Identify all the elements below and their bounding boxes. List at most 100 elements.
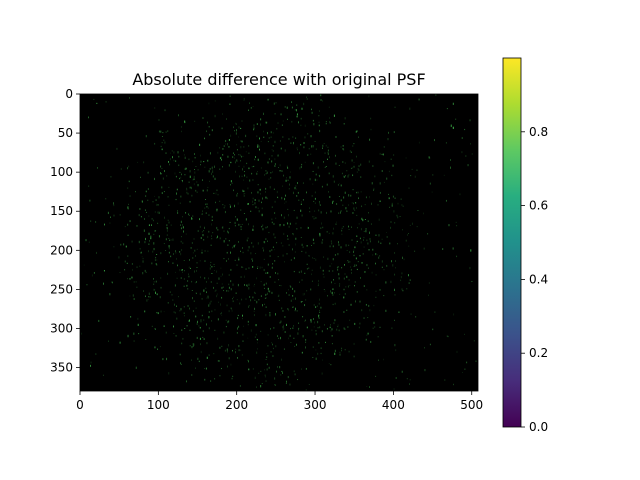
speckle-cell — [131, 276, 133, 279]
speckle-cell — [263, 287, 265, 289]
speckle-cell — [202, 179, 203, 181]
speckle-cell — [236, 129, 237, 132]
speckle-cell — [268, 231, 270, 234]
speckle-cell — [343, 175, 345, 179]
speckle-cell — [240, 140, 242, 142]
speckle-cell — [301, 279, 303, 281]
speckle-cell — [312, 145, 314, 148]
speckle-cell — [189, 170, 191, 173]
speckle-cell — [353, 254, 355, 257]
speckle-cell — [363, 317, 365, 319]
speckle-cell — [338, 164, 340, 166]
y-tick-label: 150 — [50, 204, 73, 218]
speckle-cell — [111, 281, 113, 284]
speckle-cell — [248, 283, 250, 286]
speckle-cell — [360, 176, 362, 178]
speckle-cell — [168, 261, 169, 263]
speckle-cell — [186, 380, 187, 383]
speckle-cell — [140, 252, 142, 254]
speckle-cell — [232, 152, 234, 154]
speckle-cell — [223, 230, 225, 232]
speckle-cell — [252, 368, 254, 370]
speckle-cell — [228, 344, 229, 347]
speckle-cell — [287, 308, 289, 310]
speckle-cell — [195, 166, 197, 167]
speckle-cell — [217, 360, 219, 362]
speckle-cell — [206, 130, 208, 133]
speckle-cell — [330, 324, 331, 326]
speckle-cell — [243, 146, 245, 148]
speckle-cell — [222, 286, 224, 289]
speckle-cell — [214, 378, 216, 380]
speckle-cell — [410, 175, 412, 177]
speckle-cell — [255, 333, 257, 336]
speckle-cell — [205, 203, 206, 206]
speckle-cell — [397, 216, 399, 219]
speckle-cell — [240, 228, 242, 231]
speckle-cell — [304, 304, 306, 307]
speckle-cell — [179, 171, 181, 173]
speckle-cell — [183, 149, 185, 152]
speckle-cell — [292, 306, 294, 308]
speckle-cell — [225, 259, 227, 263]
speckle-cell — [305, 251, 307, 254]
speckle-cell — [296, 113, 298, 116]
speckle-cell — [219, 375, 221, 377]
speckle-cell — [314, 197, 316, 200]
speckle-cell — [248, 360, 249, 363]
speckle-cell — [312, 119, 314, 122]
speckle-cell — [242, 267, 244, 268]
speckle-cell — [289, 176, 291, 179]
speckle-cell — [258, 210, 260, 213]
speckle-cell — [410, 313, 412, 315]
speckle-cell — [241, 155, 242, 158]
speckle-cell — [155, 262, 157, 265]
speckle-cell — [305, 389, 307, 391]
speckle-cell — [387, 138, 389, 141]
speckle-cell — [203, 289, 205, 292]
speckle-cell — [300, 237, 302, 239]
speckle-cell — [423, 212, 424, 215]
speckle-cell — [177, 264, 178, 267]
speckle-cell — [406, 288, 408, 290]
speckle-cell — [319, 174, 321, 178]
speckle-cell — [172, 156, 173, 159]
speckle-cell — [294, 373, 296, 376]
speckle-cell — [273, 188, 275, 190]
speckle-cell — [240, 127, 242, 130]
speckle-cell — [369, 195, 370, 199]
speckle-cell — [319, 298, 320, 301]
speckle-cell — [318, 110, 320, 112]
speckle-cell — [145, 211, 147, 213]
speckle-cell — [306, 263, 308, 265]
speckle-cell — [153, 278, 154, 280]
speckle-cell — [240, 140, 242, 142]
speckle-cell — [305, 346, 306, 349]
speckle-cell — [301, 243, 303, 246]
speckle-cell — [194, 120, 196, 122]
speckle-cell — [448, 224, 450, 227]
speckle-cell — [200, 350, 202, 354]
speckle-cell — [465, 155, 467, 157]
speckle-cell — [274, 140, 276, 144]
speckle-cell — [365, 230, 367, 233]
speckle-cell — [296, 216, 298, 219]
speckle-cell — [161, 186, 163, 189]
speckle-cell — [335, 162, 337, 165]
speckle-cell — [300, 209, 302, 212]
speckle-cell — [312, 356, 314, 358]
speckle-cell — [328, 191, 329, 193]
speckle-cell — [246, 284, 248, 287]
speckle-cell — [221, 345, 223, 347]
speckle-cell — [223, 145, 225, 147]
speckle-cell — [342, 161, 344, 163]
speckle-cell — [128, 203, 129, 205]
speckle-cell — [228, 290, 230, 292]
speckle-cell — [431, 191, 433, 193]
speckle-cell — [181, 329, 183, 331]
speckle-cell — [342, 204, 344, 206]
speckle-cell — [344, 191, 346, 194]
speckle-cell — [217, 229, 219, 231]
speckle-cell — [275, 313, 276, 316]
speckle-cell — [434, 311, 436, 313]
